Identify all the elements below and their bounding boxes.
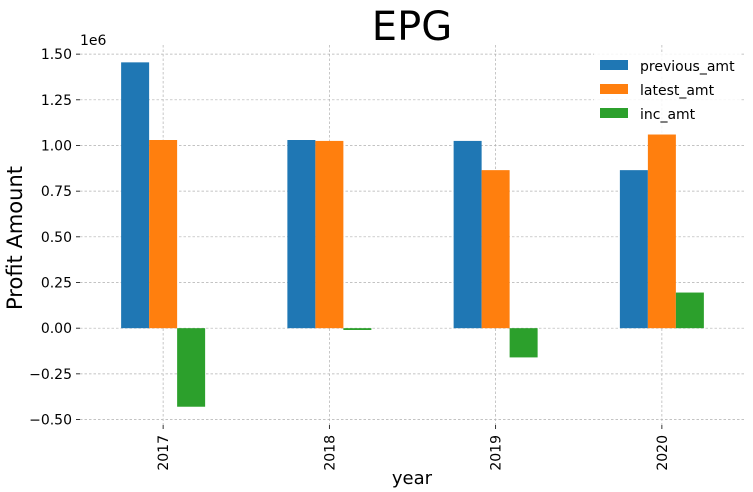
- bars: [121, 62, 704, 407]
- y-tick-label: 0.75: [41, 184, 72, 200]
- chart-title: EPG: [372, 4, 452, 50]
- y-tick-label: 0.50: [41, 230, 72, 246]
- legend-label-previous_amt: previous_amt: [640, 59, 735, 75]
- x-axis-ticks: 2017 2018 2019 2020: [156, 425, 671, 471]
- bar-inc_amt-2019: [509, 328, 538, 358]
- bar-previous_amt-2020: [619, 170, 648, 329]
- y-offset-label: 1e6: [80, 33, 107, 49]
- x-tick-label: 2019: [489, 435, 505, 471]
- bar-inc_amt-2017: [177, 328, 206, 407]
- legend-swatch-latest_amt: [600, 84, 628, 94]
- legend-swatch-previous_amt: [600, 60, 628, 70]
- y-tick-label: 1.00: [41, 138, 72, 154]
- legend: previous_amt latest_amt inc_amt: [594, 52, 740, 134]
- bar-previous_amt-2018: [287, 140, 316, 329]
- y-axis-ticks: −0.50 −0.25 0.00 0.25 0.50 0.75 1.00 1.25 1.50: [29, 47, 80, 429]
- bar-inc_amt-2018: [343, 328, 372, 330]
- x-tick-label: 2018: [322, 435, 338, 471]
- bar-inc_amt-2020: [675, 292, 704, 329]
- bar-previous_amt-2019: [453, 140, 482, 329]
- y-tick-label: −0.50: [29, 413, 72, 429]
- legend-swatch-inc_amt: [600, 108, 628, 118]
- x-tick-label: 2017: [156, 435, 172, 471]
- bar-latest_amt-2020: [647, 134, 676, 329]
- x-tick-label: 2020: [655, 435, 671, 471]
- y-tick-label: 1.50: [41, 47, 72, 63]
- bar-latest_amt-2017: [149, 140, 178, 329]
- y-tick-label: 0.25: [41, 276, 72, 292]
- y-tick-label: 1.25: [41, 93, 72, 109]
- y-axis-label: Profit Amount: [3, 166, 27, 310]
- x-axis-label: year: [392, 468, 433, 489]
- legend-label-latest_amt: latest_amt: [640, 83, 715, 99]
- bar-latest_amt-2018: [315, 140, 344, 329]
- bar-latest_amt-2019: [481, 170, 510, 329]
- bar-previous_amt-2017: [121, 62, 150, 329]
- legend-label-inc_amt: inc_amt: [640, 107, 696, 123]
- y-tick-label: 0.00: [41, 321, 72, 337]
- y-tick-label: −0.25: [29, 367, 72, 383]
